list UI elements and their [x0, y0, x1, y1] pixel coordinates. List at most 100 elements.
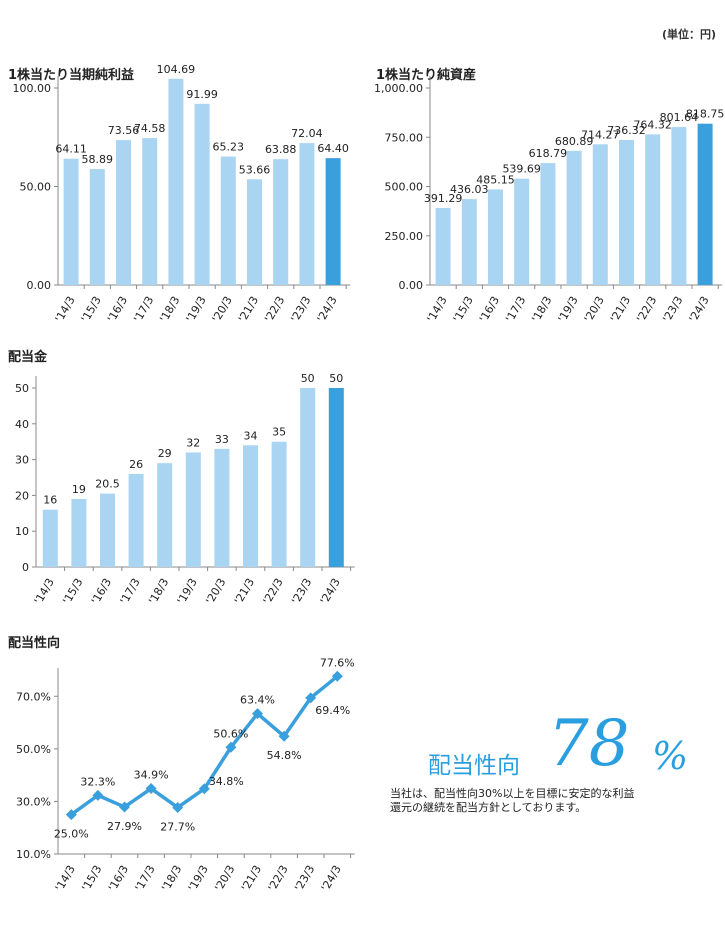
dividend-bar: [300, 388, 316, 567]
payout-chart-title: 配当性向: [8, 636, 61, 651]
eps-data-label: 58.89: [82, 153, 114, 166]
bps-bar: [645, 134, 661, 285]
dividend-bar: [128, 473, 144, 567]
dividend-xtick-label: '18/3: [146, 576, 171, 607]
dividend-xtick-label: '14/3: [32, 576, 57, 607]
dividend-data-label: 16: [43, 494, 57, 507]
bps-ytick-label: 750.00: [385, 131, 424, 144]
eps-data-label: 74.58: [134, 122, 166, 135]
bps-bar: [461, 199, 477, 285]
payout-marker: [119, 801, 130, 813]
payout-marker: [92, 789, 104, 801]
payout-data-label: 34.9%: [134, 769, 169, 782]
dividend-bar: [185, 452, 201, 567]
bps-xtick-label: '17/3: [503, 294, 528, 325]
bps-bar: [697, 123, 713, 285]
bps-bar: [540, 163, 556, 285]
payout-xtick-label: '23/3: [292, 863, 317, 894]
payout-marker: [331, 670, 343, 682]
eps-bar: [63, 158, 79, 285]
bps-bar: [435, 207, 451, 285]
bps-data-label: 801.64: [660, 111, 699, 124]
bps-chart-title: 1株当たり純資産: [376, 68, 477, 83]
dividend-data-label: 29: [158, 447, 172, 460]
dividend-xtick-label: '23/3: [289, 576, 314, 607]
bps-data-label: 391.29: [424, 192, 463, 205]
dividend-bar-chart: 0 10 20 30 40 50 16 '14/3 19 '15/3 20.5 '16/3 26 '17/…: [15, 372, 355, 607]
eps-bar: [194, 103, 210, 286]
dividend-xtick-label: '17/3: [118, 576, 143, 607]
bps-bar: [592, 144, 608, 285]
bps-bar: [488, 189, 503, 285]
bps-ytick-label: 500.00: [385, 181, 424, 194]
dividend-xtick-label: '24/3: [318, 576, 343, 607]
dividend-data-label: 20.5: [95, 478, 120, 491]
bps-xtick-label: '14/3: [425, 294, 450, 325]
dividend-ytick-label: 50: [15, 382, 29, 395]
payout-xtick-label: '22/3: [266, 863, 291, 894]
eps-bar: [89, 168, 105, 285]
bps-data-label: 764.32: [633, 118, 672, 131]
dividend-ytick-label: 10: [15, 525, 29, 538]
payout-xtick-label: '21/3: [239, 863, 264, 894]
dividend-data-label: 50: [329, 372, 343, 385]
eps-ytick-label: 50.00: [20, 181, 52, 194]
payout-ytick-label: 30.0%: [16, 795, 51, 808]
eps-data-label: 64.11: [55, 143, 87, 156]
payout-marker: [278, 730, 290, 742]
payout-data-label: 54.8%: [267, 749, 302, 762]
dividend-bar: [157, 463, 173, 567]
payout-ytick-label: 10.0%: [16, 848, 51, 861]
payout-data-label: 27.7%: [160, 820, 195, 833]
bps-xtick-label: '15/3: [451, 294, 476, 325]
dividend-data-label: 50: [301, 372, 315, 385]
payout-data-label: 77.6%: [320, 656, 355, 669]
bps-xtick-label: '24/3: [687, 294, 712, 325]
eps-xtick-label: '16/3: [105, 294, 130, 325]
dividend-bar: [243, 445, 258, 567]
payout-data-label: 27.9%: [107, 820, 142, 833]
unit-label: (単位：円): [661, 28, 716, 41]
bps-data-label: 818.75: [686, 108, 725, 121]
policy-line-1: 当社は、配当性向30%以上を目標に安定的な利益: [390, 787, 635, 800]
bps-xtick-label: '22/3: [634, 294, 659, 325]
dividend-ytick-label: 40: [15, 418, 29, 431]
eps-bar: [142, 138, 158, 285]
bps-bar: [619, 139, 634, 285]
eps-bar: [273, 159, 289, 285]
bps-xtick-label: '23/3: [660, 294, 685, 325]
bps-bar: [566, 150, 582, 285]
eps-xtick-label: '22/3: [262, 294, 287, 325]
dividend-bar: [271, 441, 287, 567]
eps-bar-chart: 0.00 50.00 100.00 64.11 '14/3 58.89 '15/3 73.56…: [13, 63, 351, 325]
bps-xtick-label: '18/3: [529, 294, 554, 325]
bps-bar-chart: 0.00 250.00 500.00 750.00 1,000.00 391.29 '14/…: [374, 76, 724, 325]
payout-ratio-percent: %: [652, 734, 689, 778]
dividend-data-label: 34: [244, 429, 258, 442]
eps-data-label: 65.23: [213, 140, 245, 153]
bps-ytick-label: 250.00: [385, 230, 424, 243]
eps-bar: [247, 179, 262, 285]
eps-data-label: 53.66: [239, 163, 271, 176]
payout-ratio-value: 78: [548, 707, 630, 781]
eps-xtick-label: '24/3: [315, 294, 340, 325]
dividend-xtick-label: '16/3: [89, 576, 114, 607]
dividend-ytick-label: 0: [22, 561, 29, 574]
eps-chart-title: 1株当たり当期純利益: [8, 68, 135, 83]
eps-data-label: 64.40: [317, 142, 349, 155]
bps-bar: [514, 178, 530, 285]
payout-ratio-label: 配当性向: [428, 753, 520, 779]
eps-data-label: 63.88: [265, 143, 297, 156]
bps-ytick-label: 1,000.00: [374, 82, 423, 95]
dividend-bar: [42, 509, 58, 567]
eps-bar: [116, 140, 131, 285]
dividend-ytick-label: 20: [15, 489, 29, 502]
eps-xtick-label: '21/3: [236, 294, 261, 325]
payout-data-label: 69.4%: [315, 704, 350, 717]
dividend-data-label: 26: [129, 458, 143, 471]
dividend-data-label: 33: [215, 433, 229, 446]
payout-data-label: 32.3%: [80, 775, 115, 788]
dividend-bar: [214, 448, 230, 567]
dividend-data-label: 35: [272, 426, 286, 439]
eps-data-label: 104.69: [157, 63, 196, 76]
